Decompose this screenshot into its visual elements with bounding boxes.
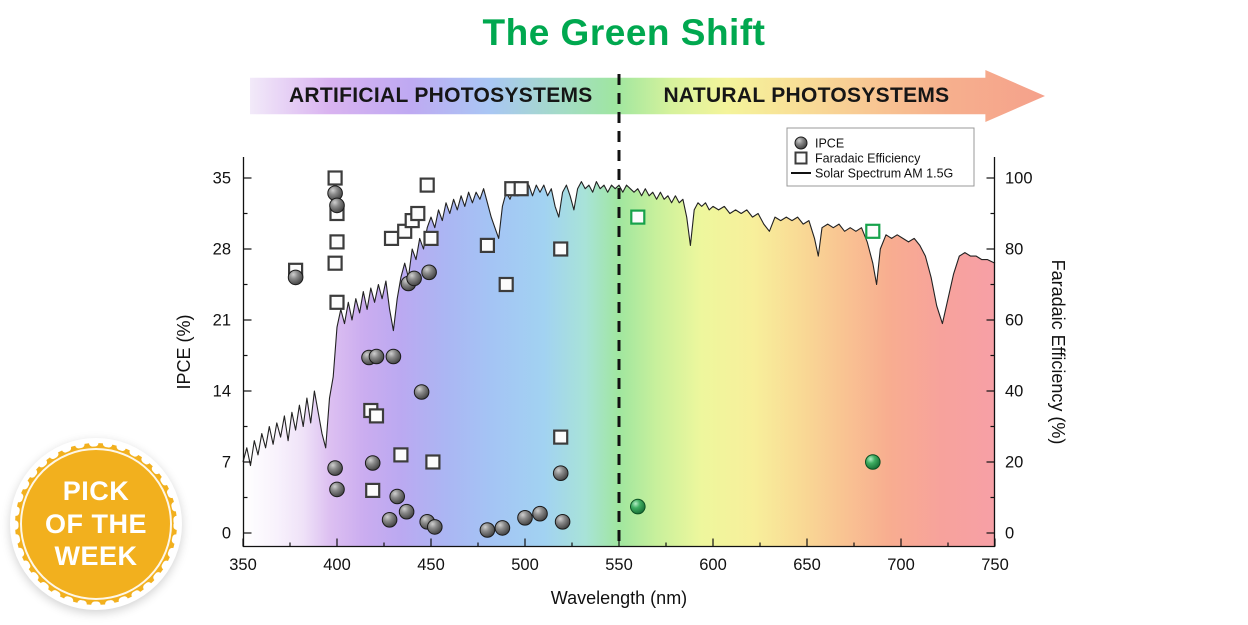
legend-ipce-circle-icon: [794, 136, 808, 150]
faradaic-efficiency-point: [498, 276, 514, 293]
badge-medal-icon: [11, 439, 181, 609]
x-axis-title: Wavelength (nm): [551, 588, 687, 608]
ipce-point: [406, 270, 422, 287]
y-left-tick-label: 0: [222, 525, 231, 543]
artificial-photosystems-label: ARTIFICIAL PHOTOSYSTEMS: [288, 84, 593, 107]
solar-spectrum-line: [242, 181, 996, 467]
faradaic-efficiency-point: [425, 454, 441, 470]
y-left-tick-label: 21: [213, 312, 231, 330]
figure-title: The Green Shift: [482, 12, 766, 53]
ipce-point: [552, 465, 569, 482]
y-right-axis-title: Faradaic Efficiency (%): [1048, 260, 1068, 445]
data-points: [287, 170, 881, 538]
ipce-point: [329, 197, 345, 214]
faradaic-efficiency-point: [479, 237, 495, 253]
faradaic-efficiency-point: [329, 234, 345, 250]
badge-line-1: PICK: [62, 475, 130, 506]
badge-line-3: WEEK: [54, 541, 138, 572]
y-left-tick-label: 35: [213, 170, 231, 188]
ipce-point-green: [865, 454, 881, 470]
tick-labels: 350 400 450 500 550 600 650 700 7500714212835020…: [213, 170, 1033, 575]
ipce-point: [364, 455, 381, 471]
y-right-tick-label: 0: [1005, 525, 1014, 543]
y-right-tick-label: 80: [1005, 241, 1023, 259]
faradaic-efficiency-point: [365, 482, 381, 498]
badge-line-2: OF THE: [45, 508, 147, 539]
badge-circle: [15, 443, 177, 605]
y-left-tick-label: 7: [222, 454, 231, 472]
ipce-point: [427, 519, 443, 535]
legend-ipce-label: IPCE: [815, 137, 844, 151]
x-axis-tick-label: 600: [699, 556, 727, 574]
ipce-point: [389, 488, 406, 505]
x-axis-tick-label: 350: [229, 556, 257, 574]
faradaic-efficiency-point: [553, 241, 569, 257]
y-right-tick-label: 20: [1005, 454, 1023, 472]
faradaic-efficiency-point: [327, 255, 343, 271]
faradaic-efficiency-point: [423, 230, 439, 246]
x-axis-tick-label: 550: [605, 556, 633, 574]
badge-text: PICK OF THE WEEK: [10, 438, 182, 610]
y-left-tick-label: 14: [213, 383, 231, 401]
natural-photosystems-label: NATURAL PHOTOSYSTEMS: [663, 84, 950, 107]
x-axis-tick-label: 450: [417, 556, 445, 574]
legend-solar-label: Solar Spectrum AM 1.5G: [815, 167, 953, 181]
faradaic-efficiency-point: [368, 408, 385, 424]
ipce-point: [413, 384, 430, 400]
faradaic-efficiency-point-green: [630, 209, 646, 225]
x-axis-tick-label: 650: [793, 556, 821, 574]
faradaic-efficiency-point-green: [865, 223, 881, 239]
x-axis-tick-label: 700: [887, 556, 915, 574]
ipce-point: [381, 512, 398, 528]
axes: [242, 157, 996, 548]
badge-scallop-edge: [11, 439, 181, 609]
x-axis-tick-label: 400: [323, 556, 351, 574]
legend-faradaic-square-icon: [794, 151, 808, 165]
y-left-axis-title: IPCE (%): [174, 314, 194, 389]
ipce-point-green: [630, 498, 646, 515]
ipce-point: [494, 520, 511, 536]
ipce-point: [385, 348, 402, 365]
ipce-point: [398, 503, 415, 520]
ipce-point: [327, 460, 343, 476]
faradaic-efficiency-point: [553, 429, 569, 445]
ipce-point: [329, 481, 345, 498]
spectrum-arrow-banner: ARTIFICIAL PHOTOSYSTEMS NATURAL PHOTOSYS…: [250, 70, 1045, 122]
faradaic-efficiency-point: [383, 230, 400, 246]
ipce-point: [421, 264, 437, 281]
x-axis-tick-label: 750: [981, 556, 1009, 574]
ipce-point: [532, 505, 548, 522]
ipce-point: [517, 510, 533, 526]
legend-box: [786, 127, 975, 187]
faradaic-efficiency-point: [327, 170, 343, 186]
ipce-point: [287, 269, 304, 286]
y-right-tick-label: 40: [1005, 383, 1023, 401]
faradaic-efficiency-point: [393, 447, 409, 463]
y-left-tick-label: 28: [213, 241, 231, 259]
legend-faradaic-label: Faradaic Efficiency: [815, 152, 921, 166]
pick-of-the-week-badge: PICK OF THE WEEK: [10, 438, 182, 610]
badge-inner-ring: [20, 448, 172, 600]
y-right-tick-label: 60: [1005, 312, 1023, 330]
faradaic-efficiency-point: [419, 177, 435, 193]
legend: IPCE Faradaic Efficiency Solar Spectrum …: [786, 127, 975, 187]
ipce-point: [554, 514, 571, 530]
faradaic-efficiency-point: [410, 205, 426, 222]
x-axis-tick-label: 500: [511, 556, 539, 574]
faradaic-efficiency-point: [513, 181, 529, 197]
y-right-tick-label: 100: [1005, 170, 1033, 188]
ipce-point: [368, 348, 385, 365]
ipce-point: [479, 522, 496, 538]
faradaic-efficiency-point: [329, 294, 345, 310]
